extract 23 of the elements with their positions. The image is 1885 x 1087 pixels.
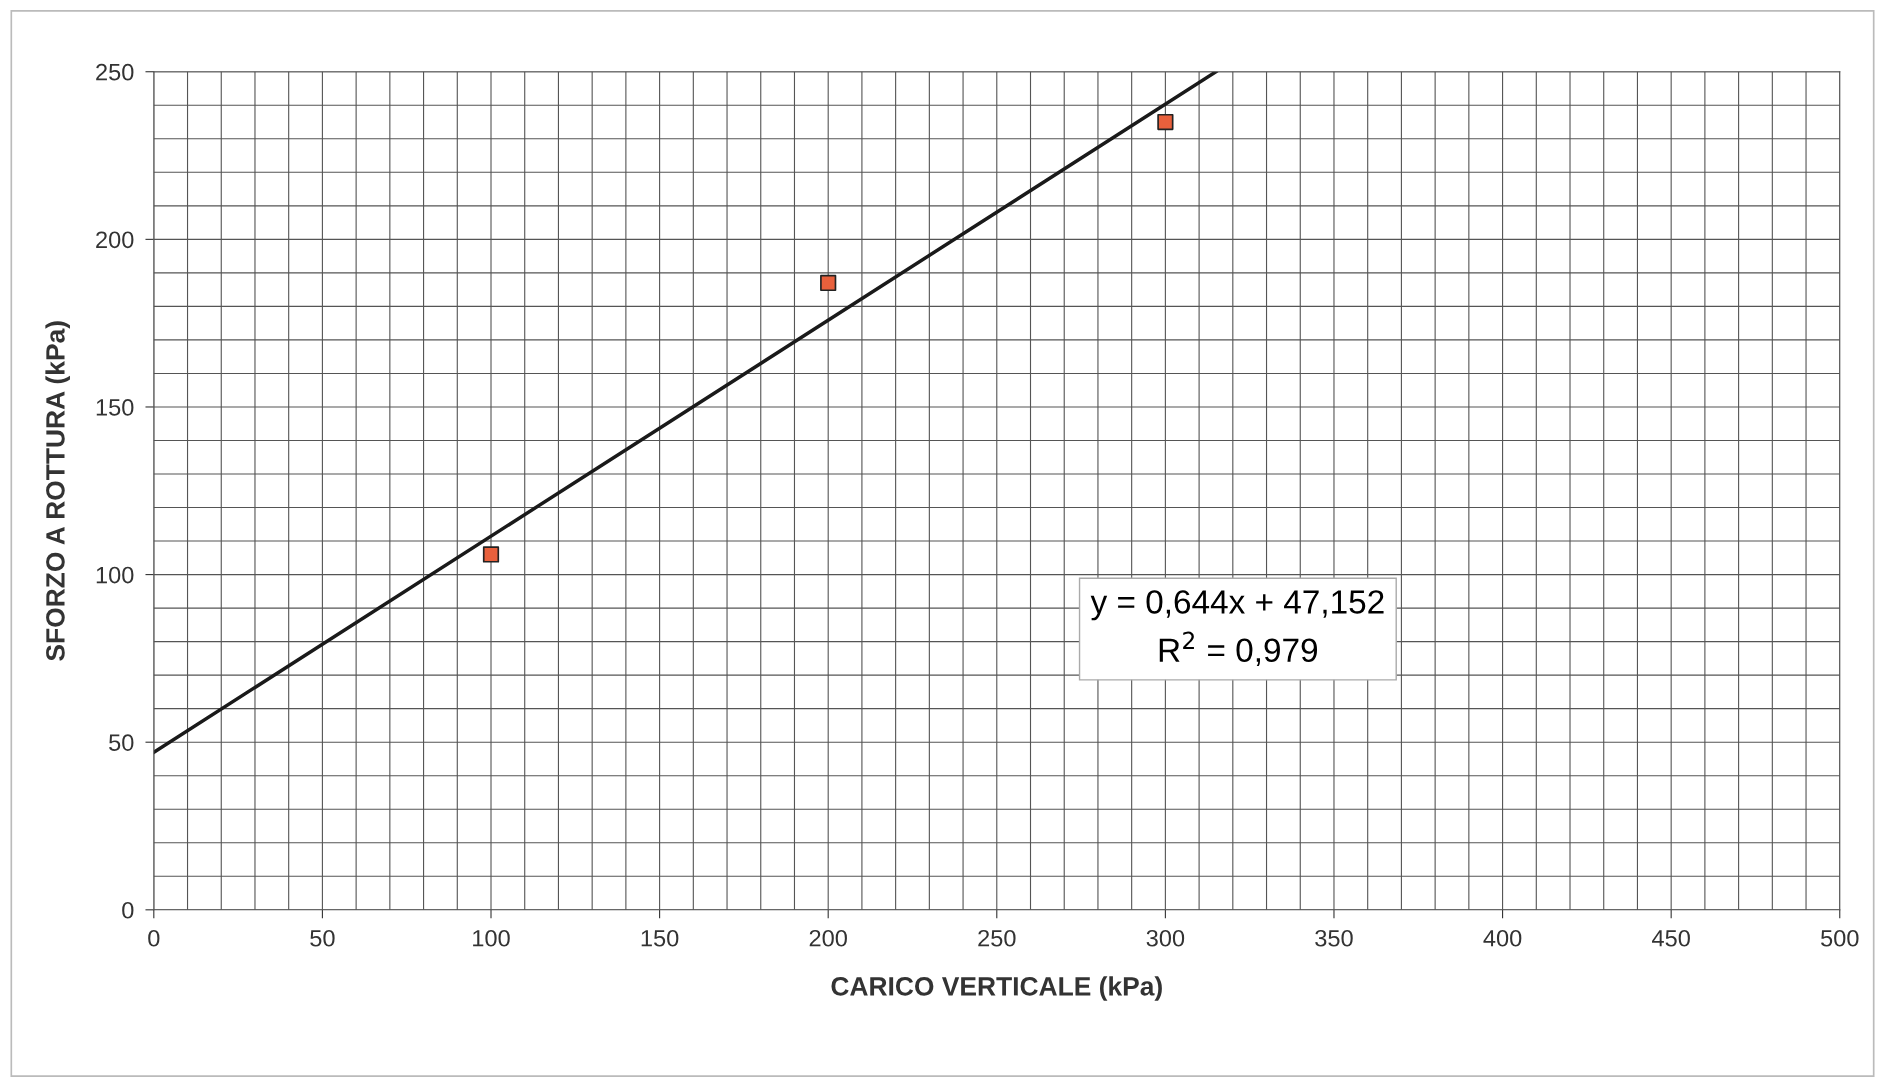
y-tick-label: 0 — [122, 901, 134, 919]
x-tick-label: 450 — [1652, 929, 1690, 947]
y-tick-label: 50 — [109, 734, 134, 751]
y-tick-label: 150 — [96, 399, 134, 416]
y-tick-label: 250 — [96, 63, 134, 81]
x-tick-label: 400 — [1483, 929, 1522, 947]
point — [1157, 113, 1174, 131]
annotation: y = 0,644x + 47,152 R$^{2}$ = 0,979 — [1090, 590, 1384, 666]
x-tick-label: 100 — [473, 929, 510, 947]
y-axis-title: SFORZO A ROTTURA (kPa) — [45, 321, 70, 661]
y-tick-label: 200 — [96, 231, 134, 249]
x-tick-label: 250 — [978, 929, 1016, 947]
point — [482, 546, 500, 563]
x-axis-title: CARICO VERTICALE (kPa) — [831, 976, 1162, 1001]
x-tick-label: 0 — [148, 929, 160, 947]
y-tick-label: 100 — [96, 566, 134, 584]
x-tick-label: 50 — [310, 929, 335, 947]
x-tick-label: 300 — [1146, 929, 1185, 947]
x-tick-label: 200 — [809, 929, 847, 947]
x-tick-label: 500 — [1821, 929, 1859, 947]
x-tick-label: 150 — [641, 929, 679, 947]
point — [820, 274, 837, 292]
x-tick-label: 350 — [1315, 929, 1353, 947]
